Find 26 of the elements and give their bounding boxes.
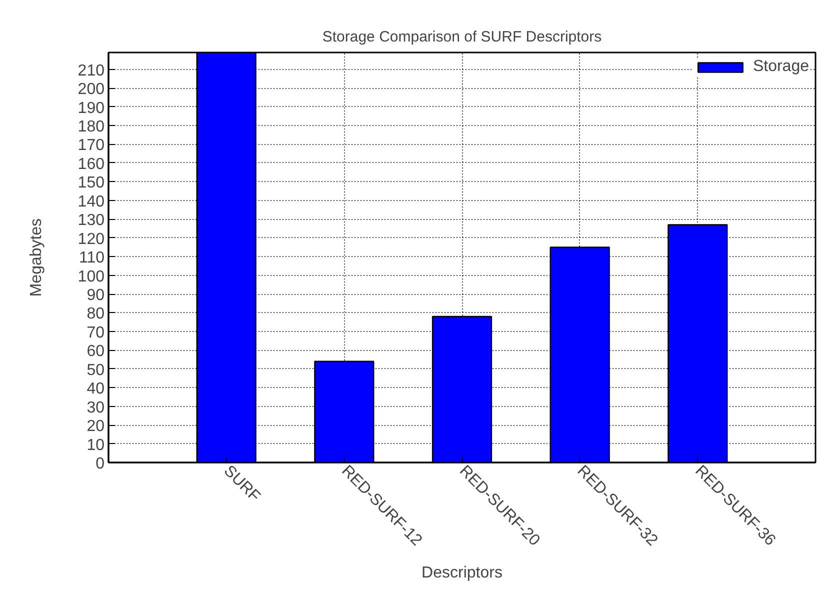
y-tick-label: 160	[78, 156, 105, 173]
y-tick-label: 70	[86, 324, 105, 342]
chart-title: Storage Comparison of SURF Descriptors	[322, 28, 602, 46]
y-tick-label: 80	[86, 306, 105, 323]
y-tick-label: 60	[86, 343, 105, 360]
y-tick-label: 140	[78, 193, 105, 210]
y-tick-label: 150	[78, 174, 105, 192]
y-tick-label: 180	[78, 118, 105, 136]
y-tick-label: 210	[78, 62, 105, 80]
y-tick-label: 30	[86, 399, 105, 416]
y-tick-label: 200	[78, 81, 105, 98]
y-tick-label: 130	[78, 212, 105, 230]
y-tick-label: 40	[86, 380, 105, 398]
y-tick-label: 0	[96, 456, 105, 472]
y-tick-label: 190	[78, 100, 105, 117]
x-axis-title: Descriptors	[422, 564, 502, 582]
y-tick-label: 20	[86, 418, 105, 436]
y-axis-title: Megabytes	[28, 218, 45, 297]
y-tick-label: 10	[86, 436, 105, 454]
y-tick-label: 170	[78, 137, 105, 154]
y-tick-label: 110	[78, 250, 105, 267]
y-tick-label: 50	[86, 362, 105, 379]
y-tick-label: 100	[78, 268, 105, 286]
legend-label: Storage	[752, 58, 809, 76]
y-tick-label: 120	[78, 230, 105, 248]
y-tick-label: 90	[86, 287, 105, 304]
